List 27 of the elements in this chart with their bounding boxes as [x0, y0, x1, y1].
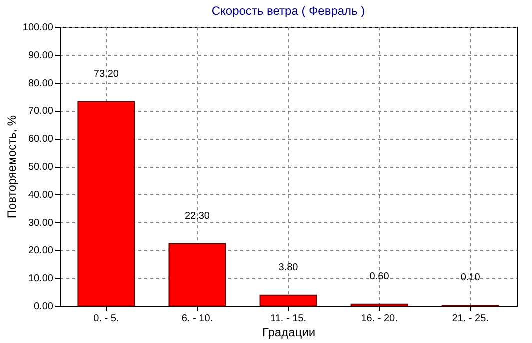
y-tick-label: 0.00 [34, 302, 54, 312]
chart-title: Скорость ветра ( Февраль ) [212, 4, 366, 18]
data-label: 73.20 [94, 68, 120, 80]
bar [260, 294, 318, 306]
y-tick-label: 60.00 [28, 134, 54, 146]
y-tick-label: 50.00 [28, 162, 54, 173]
x-tick-label: 0. - 5. [94, 314, 120, 324]
y-tick-label: 40.00 [28, 190, 54, 201]
x-tick-label: 21. - 25. [452, 314, 489, 324]
data-label: 0.60 [370, 271, 390, 282]
y-tick-label: 80.00 [28, 78, 54, 90]
x-tick-label: 16. - 20. [361, 314, 398, 324]
y-axis-title: Повторяемость, % [4, 115, 19, 219]
y-tick-label: 10.00 [28, 274, 54, 285]
bar [78, 101, 136, 306]
y-tick-label: 30.00 [28, 218, 54, 229]
y-tick-label: 20.00 [28, 246, 54, 257]
y-tick-label: 70.00 [28, 106, 54, 118]
x-tick-label: 11. - 15. [270, 314, 306, 324]
data-label: 0.10 [460, 272, 481, 284]
y-tick-label: 100.00 [22, 22, 54, 34]
data-label: 22.30 [184, 210, 210, 222]
x-axis-title: Градации [262, 326, 316, 340]
bar [168, 243, 226, 306]
y-tick-label: 90.00 [28, 50, 54, 62]
x-tick-label: 6. - 10. [182, 314, 214, 324]
data-label: 3.80 [278, 262, 299, 274]
